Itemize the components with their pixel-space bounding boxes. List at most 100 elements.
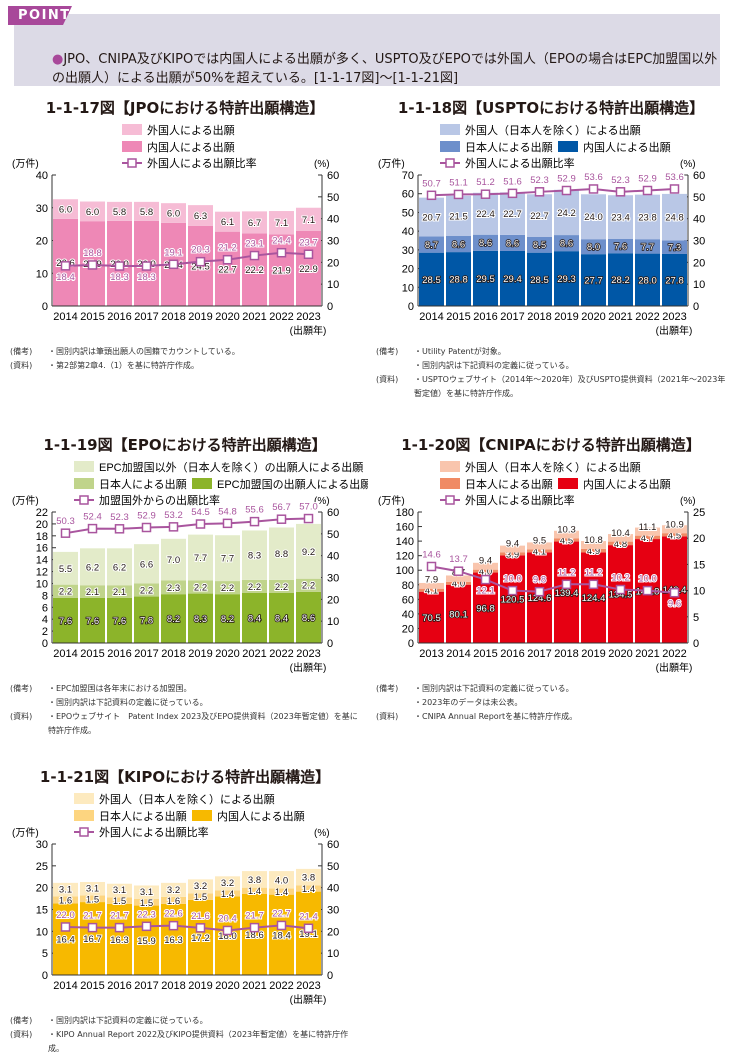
y-tick-label: 140	[396, 536, 414, 548]
bar-segment	[608, 541, 633, 546]
y-tick-label: 0	[42, 970, 48, 982]
y-tick-label: 15	[36, 905, 48, 917]
y-tick-label: 30	[402, 245, 414, 257]
y-tick-label: 5	[42, 948, 48, 960]
ratio-marker	[453, 189, 464, 200]
ratio-value-label: 20.4	[218, 913, 237, 924]
y2-tick-label: 30	[327, 905, 339, 917]
legend-label: 日本人による出願	[465, 140, 553, 154]
chart-kipo: 1-1-21図【KIPOにおける特許出願構造】 外国人（日本人を除く）による出願日…	[2, 764, 368, 1054]
x-tick-label: 2016	[107, 980, 131, 992]
bar-value-label: 7.6	[59, 616, 72, 627]
x-tick-label: 2019	[188, 311, 212, 323]
bar-segment	[107, 597, 132, 643]
ratio-marker	[642, 585, 653, 596]
bar-value-label: 29.3	[557, 274, 576, 285]
bar-segment	[500, 552, 525, 556]
point-tag: POINT	[8, 6, 72, 25]
legend-label: 外国人による出願	[147, 123, 235, 137]
ratio-marker	[114, 524, 125, 534]
x-tick-label: 2023	[296, 311, 320, 323]
ratio-value-label: 51.6	[503, 176, 522, 187]
y2-tick-label: 40	[693, 214, 705, 226]
ratio-value-label: 52.3	[611, 175, 630, 186]
bar-value-label: 29.4	[503, 274, 522, 285]
bar-value-label: 22.4	[476, 209, 495, 220]
bar-segment	[446, 252, 471, 306]
bar-value-label: 22.7	[530, 211, 549, 222]
bar-value-label: 7.6	[86, 616, 99, 627]
bar-segment	[269, 894, 294, 975]
legend-item: EPC加盟国の出願人による出願	[192, 477, 368, 491]
note-label: (備考)	[10, 684, 33, 693]
bar-value-label: 1.4	[248, 886, 261, 897]
bar-segment	[215, 896, 240, 975]
bar-segment	[215, 211, 240, 232]
ratio-marker	[426, 190, 437, 201]
chart-title: 1-1-20図【CNIPAにおける特許出願構造】	[401, 436, 701, 454]
bar-segment	[473, 234, 498, 251]
note-text: ・国別内訳は下記資料の定義に従っている。	[48, 698, 208, 707]
bar-segment	[296, 523, 321, 579]
legend-item: 内国人による出願	[558, 140, 671, 154]
bar-value-label: 24.0	[584, 212, 603, 223]
note-text: ・第2部第2章4.（1）を基に特許庁作成。	[48, 361, 199, 370]
bar-segment	[527, 194, 552, 237]
x-tick-label: 2021	[242, 311, 266, 323]
legend-label: EPC加盟国の出願人による出願	[217, 477, 368, 491]
ratio-value-label: 23.7	[299, 237, 318, 248]
y-tick-label: 120	[396, 551, 414, 563]
y2-tick-label: 5	[693, 612, 699, 624]
y-axis-unit: (万件)	[378, 495, 405, 507]
legend-label: 外国人（日本人を除く）による出願	[465, 123, 641, 137]
ratio-marker	[276, 920, 287, 931]
ratio-value-label: 21.7	[245, 911, 264, 922]
bar-segment	[188, 899, 213, 975]
bar-value-label: 7.9	[425, 575, 438, 586]
point-summary: ●JPO、CNIPA及びKIPOでは内国人による出願が多く、USPTO及びEPO…	[52, 50, 722, 88]
note-text: ・EPOウェブサイト Patent Index 2023及びEPO提供資料（20…	[48, 712, 358, 735]
y2-tick-label: 0	[327, 970, 333, 982]
bar-segment	[80, 201, 105, 222]
legend-item-line: 外国人による出願比率	[74, 825, 209, 839]
x-tick-label: 2014	[53, 980, 77, 992]
x-tick-label: 2022	[269, 648, 293, 660]
ratio-marker	[642, 185, 653, 196]
bar-value-label: 80.1	[449, 609, 468, 620]
bar-value-label: 7.1	[302, 215, 315, 226]
bar-value-label: 1.5	[113, 896, 126, 907]
bar-segment	[446, 195, 471, 237]
bar-segment	[107, 883, 132, 898]
chart-title: 1-1-19図【EPOにおける特許出願構造】	[43, 436, 327, 454]
ratio-value-label: 18.3	[137, 272, 156, 283]
note-text: ・CNIPA Annual Reportを基に特許庁作成。	[414, 712, 578, 721]
bar-segment	[419, 591, 444, 643]
y-tick-label: 0	[42, 638, 48, 650]
ratio-marker	[249, 516, 260, 527]
bar-value-label: 6.0	[59, 205, 72, 216]
x-tick-label: 2017	[134, 980, 158, 992]
bar-segment	[53, 896, 78, 904]
x-tick-label: 2018	[161, 648, 185, 660]
bar-value-label: 23.4	[611, 213, 630, 224]
ratio-marker	[222, 254, 233, 265]
ratio-value-label: 21.7	[83, 911, 102, 922]
ratio-value-label: 21.2	[218, 243, 237, 254]
bar-segment	[473, 562, 498, 570]
ratio-marker	[87, 523, 98, 534]
legend-swatch	[122, 124, 142, 135]
bullet-icon: ●	[52, 52, 64, 67]
ratio-marker	[195, 923, 206, 933]
legend-swatch	[74, 478, 94, 489]
ratio-value-label: 22.0	[56, 910, 75, 921]
bar-segment	[215, 876, 240, 891]
ratio-value-label: 18.4	[56, 272, 75, 283]
x-tick-label: 2014	[53, 648, 77, 660]
bar-segment	[296, 885, 321, 892]
bar-value-label: 2.2	[302, 581, 315, 592]
ratio-value-label: 53.6	[584, 172, 603, 183]
y-tick-label: 180	[396, 507, 414, 519]
legend-label: 内国人による出願	[147, 140, 235, 154]
chart-notes: (備考) ・Utility Patentが対象。 ・国別内訳は下記資料の定義に従って…	[376, 345, 728, 401]
bar-value-label: 28.2	[611, 275, 630, 286]
